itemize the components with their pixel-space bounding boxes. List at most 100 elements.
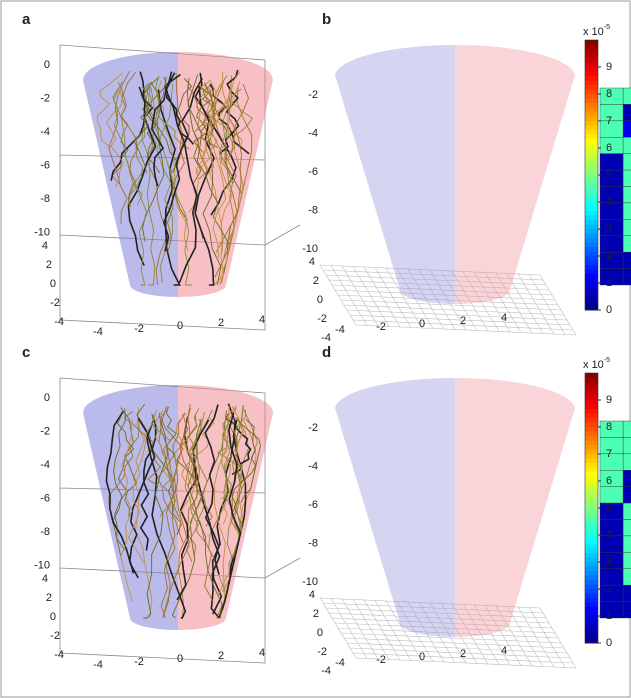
y-tick-label: -4 xyxy=(54,649,64,661)
heatmap-cell xyxy=(623,487,631,503)
colorbar-swatch xyxy=(585,193,598,198)
colorbar-swatch xyxy=(585,459,598,464)
multiplier-base: x 10 xyxy=(583,359,604,371)
multiplier-base: x 10 xyxy=(583,26,604,38)
colorbar-swatch xyxy=(585,180,598,185)
colorbar-swatch xyxy=(585,234,598,239)
z-tick-label: -6 xyxy=(308,166,318,178)
colorbar-swatch xyxy=(585,229,598,234)
colorbar-swatch xyxy=(585,211,598,216)
heatmap-cell xyxy=(600,487,623,503)
colorbar-swatch xyxy=(585,189,598,194)
colorbar-swatch xyxy=(585,567,598,572)
heatmap-cell xyxy=(623,470,631,486)
colorbar-swatch xyxy=(585,454,598,459)
colorbar-swatch xyxy=(585,157,598,162)
colorbar-swatch xyxy=(585,616,598,621)
colorbar-tick-label: 8 xyxy=(606,88,612,100)
z-tick-label: -6 xyxy=(308,499,318,511)
x-tick-label: 4 xyxy=(259,314,265,326)
colorbar-swatch xyxy=(585,436,598,441)
colorbar-swatch xyxy=(585,468,598,473)
colorbar-swatch xyxy=(585,535,598,540)
colorbar-swatch xyxy=(585,418,598,423)
heatmap-cell xyxy=(623,569,631,585)
colorbar-swatch xyxy=(585,526,598,531)
z-tick-label: 0 xyxy=(44,59,50,71)
y-tick-label: -4 xyxy=(54,316,64,328)
colorbar-swatch xyxy=(585,522,598,527)
colorbar-swatch xyxy=(585,279,598,284)
colorbar-swatch xyxy=(585,445,598,450)
heatmap-cell xyxy=(623,203,631,219)
colorbar-swatch xyxy=(585,477,598,482)
colorbar-tick-label: 3 xyxy=(606,223,612,235)
colorbar-swatch xyxy=(585,517,598,522)
colorbar-swatch xyxy=(585,585,598,590)
colorbar-swatch xyxy=(585,396,598,401)
x-tick-label: -2 xyxy=(134,656,144,668)
y-tick-label: -4 xyxy=(321,332,331,344)
colorbar-swatch xyxy=(585,99,598,104)
z-tick-label: -2 xyxy=(308,422,318,434)
colorbar-swatch xyxy=(585,508,598,513)
y-tick-label: 4 xyxy=(309,256,315,268)
colorbar-swatch xyxy=(585,297,598,302)
y-tick-label: -2 xyxy=(50,297,60,309)
x-tick-label: 2 xyxy=(218,317,224,329)
colorbar-swatch xyxy=(585,499,598,504)
heatmap-cell xyxy=(623,187,631,203)
panel-label: c xyxy=(22,344,30,361)
heatmap-cell xyxy=(623,536,631,552)
z-tick-label: -10 xyxy=(302,243,318,255)
z-tick-label: 0 xyxy=(44,392,50,404)
colorbar-tick-label: 4 xyxy=(606,196,612,208)
x-tick-label: -2 xyxy=(134,323,144,335)
colorbar-swatch xyxy=(585,504,598,509)
colorbar-tick-label: 5 xyxy=(606,169,612,181)
colorbar-swatch xyxy=(585,225,598,230)
heatmap-cell xyxy=(623,421,631,437)
colorbar-swatch xyxy=(585,603,598,608)
colorbar-swatch xyxy=(585,495,598,500)
colorbar-swatch xyxy=(585,427,598,432)
y-tick-label: 0 xyxy=(50,278,56,290)
colorbar-swatch xyxy=(585,72,598,77)
heatmap-cell xyxy=(623,252,631,268)
x-tick-label: -4 xyxy=(335,657,345,669)
colorbar-swatch xyxy=(585,562,598,567)
heatmap-cell xyxy=(623,154,631,170)
heatmap-cell xyxy=(623,437,631,453)
y-tick-label: 4 xyxy=(42,240,48,252)
heatmap-cell xyxy=(623,503,631,519)
colorbar-tick-label: 2 xyxy=(606,583,612,595)
colorbar-swatch xyxy=(585,378,598,383)
colorbar-swatch xyxy=(585,387,598,392)
colorbar-swatch xyxy=(585,400,598,405)
colorbar-swatch xyxy=(585,441,598,446)
y-tick-label: -2 xyxy=(50,630,60,642)
colorbar-tick-label: 5 xyxy=(606,502,612,514)
z-tick-label: -4 xyxy=(40,459,50,471)
colorbar-swatch xyxy=(585,265,598,270)
y-tick-label: 0 xyxy=(50,611,56,623)
colorbar-swatch xyxy=(585,247,598,252)
colorbar-swatch xyxy=(585,463,598,468)
x-tick-label: -2 xyxy=(376,321,386,333)
colorbar-swatch xyxy=(585,162,598,167)
colorbar-swatch xyxy=(585,621,598,626)
colorbar-swatch xyxy=(585,171,598,176)
panel-label: a xyxy=(22,11,31,28)
y-tick-label: -4 xyxy=(321,665,331,677)
colorbar-tick-label: 4 xyxy=(606,529,612,541)
colorbar-swatch xyxy=(585,540,598,545)
colorbar-tick-label: 2 xyxy=(606,250,612,262)
colorbar-tick-label: 0 xyxy=(606,637,612,649)
colorbar-swatch xyxy=(585,274,598,279)
z-tick-label: -10 xyxy=(34,226,50,238)
heatmap-cell xyxy=(623,219,631,235)
heatmap-cell xyxy=(623,137,631,153)
colorbar-swatch xyxy=(585,252,598,257)
colorbar-tick-label: 7 xyxy=(606,448,612,460)
z-tick-label: -6 xyxy=(40,159,50,171)
